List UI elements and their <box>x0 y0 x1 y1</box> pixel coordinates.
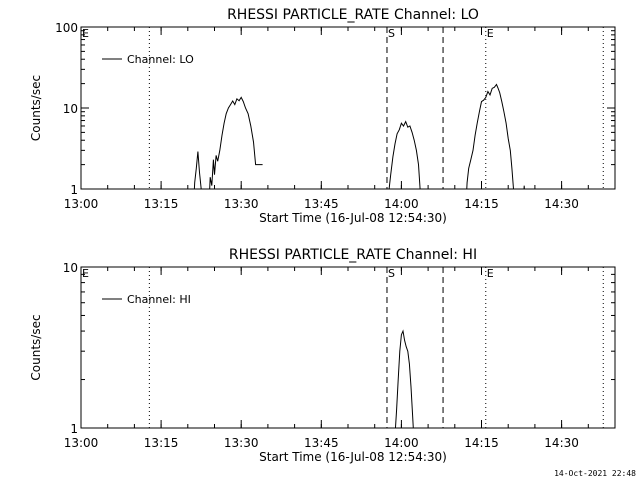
y-tick-label: 1 <box>70 183 78 197</box>
series-line-3 <box>523 185 525 189</box>
chart-title: RHESSI PARTICLE_RATE Channel: HI <box>229 247 477 263</box>
x-tick-label: 14:30 <box>544 436 579 450</box>
plot-frame <box>80 266 616 429</box>
x-tick-label: 13:15 <box>144 197 179 211</box>
x-tick-label: 13:30 <box>224 436 259 450</box>
series-line-1 <box>193 151 202 189</box>
x-tick-label: 13:45 <box>304 197 339 211</box>
footer-timestamp: 14-Oct-2021 22:48 <box>554 469 636 478</box>
series-line-3 <box>466 83 515 189</box>
chart-panel-1: RHESSI PARTICLE_RATE Channel: LO Counts/s… <box>29 7 616 225</box>
x-axis-label: Start Time (16-Jul-08 12:54:30) <box>259 211 447 225</box>
x-tick-label: 14:15 <box>464 197 499 211</box>
x-tick-label: 14:30 <box>544 197 579 211</box>
x-tick-label: 13:30 <box>224 197 259 211</box>
y-tick-label: 100 <box>55 21 78 35</box>
y-tick-label: 1 <box>70 422 78 436</box>
event-marker-label: E <box>487 267 494 280</box>
event-marker-label: E <box>82 267 89 280</box>
y-axis-label: Counts/sec <box>29 75 43 141</box>
chart-panel-2: RHESSI PARTICLE_RATE Channel: HI Counts/s… <box>29 247 616 464</box>
x-tick-label: 13:45 <box>304 436 339 450</box>
x-axis-label: Start Time (16-Jul-08 12:54:30) <box>259 450 447 464</box>
y-axis-label: Counts/sec <box>29 314 43 380</box>
chart-title: RHESSI PARTICLE_RATE Channel: LO <box>227 7 479 23</box>
x-tick-label: 13:15 <box>144 436 179 450</box>
legend-label: Channel: LO <box>127 53 194 66</box>
event-marker-label: E <box>487 27 494 40</box>
series-line-2 <box>388 120 421 189</box>
plot-frame <box>80 26 616 190</box>
x-tick-label: 13:00 <box>64 197 99 211</box>
x-tick-label: 14:15 <box>464 436 499 450</box>
event-marker-label: E <box>82 27 89 40</box>
x-tick-label: 13:00 <box>64 436 99 450</box>
x-tick-label: 14:00 <box>384 197 419 211</box>
y-tick-label: 10 <box>63 102 78 116</box>
y-tick-label: 10 <box>63 261 78 275</box>
legend-label: Channel: HI <box>127 293 191 306</box>
series-line-1 <box>394 329 414 428</box>
x-tick-label: 14:00 <box>384 436 419 450</box>
event-marker-label: S <box>388 267 395 280</box>
series-line-1 <box>209 96 263 189</box>
event-marker-label: S <box>388 27 395 40</box>
